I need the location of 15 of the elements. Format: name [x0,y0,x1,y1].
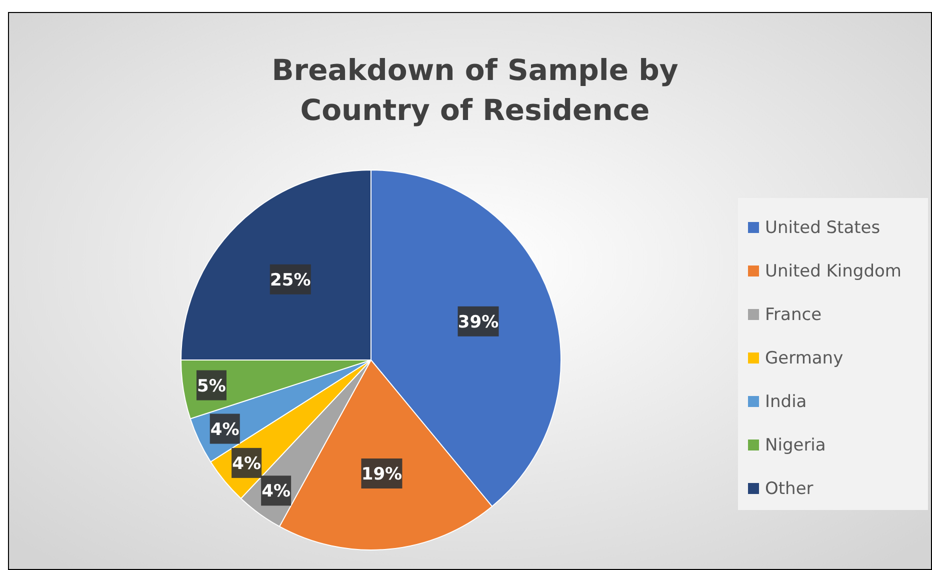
chart-title: Breakdown of Sample by Country of Residence [272,53,678,127]
data-label: 25% [270,270,311,290]
legend-label: Other [765,479,814,499]
legend-label: United Kingdom [765,262,902,282]
legend-label: United States [765,218,880,238]
data-label: 19% [361,464,402,484]
legend-label: France [765,305,822,325]
data-label: 4% [262,482,291,502]
data-label: 5% [197,376,226,396]
data-label: 39% [458,312,499,332]
legend-label: Germany [765,348,844,368]
legend-label: Nigeria [765,436,826,456]
data-label: 4% [210,420,240,440]
data-label: 4% [232,454,261,474]
legend-label: India [765,392,807,412]
